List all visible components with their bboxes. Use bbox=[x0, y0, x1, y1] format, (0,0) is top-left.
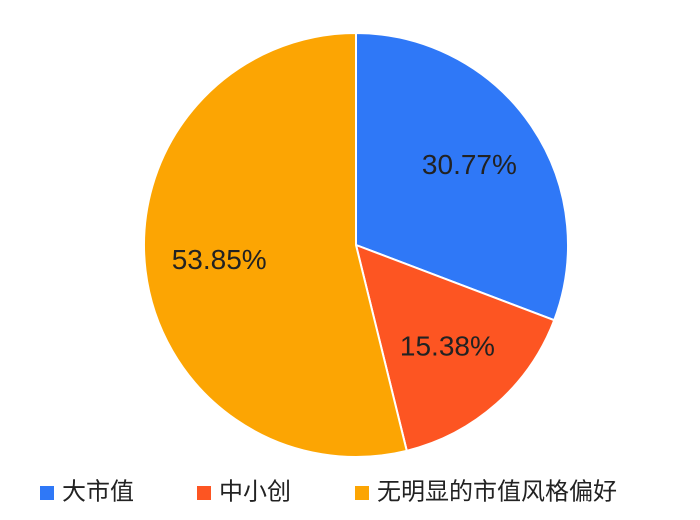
pie-slice bbox=[354, 243, 556, 453]
legend-swatch bbox=[355, 486, 369, 500]
pie-slice bbox=[143, 31, 408, 458]
legend-label: 无明显的市值风格偏好 bbox=[377, 478, 617, 505]
legend-swatch bbox=[197, 486, 211, 500]
legend-swatch bbox=[40, 486, 54, 500]
data-label: 53.85% bbox=[172, 244, 267, 275]
data-label: 30.77% bbox=[422, 149, 517, 180]
data-label: 15.38% bbox=[400, 331, 495, 362]
pie-slice bbox=[355, 31, 569, 322]
legend-label: 大市值 bbox=[62, 478, 134, 505]
legend-label: 中小创 bbox=[219, 478, 291, 505]
